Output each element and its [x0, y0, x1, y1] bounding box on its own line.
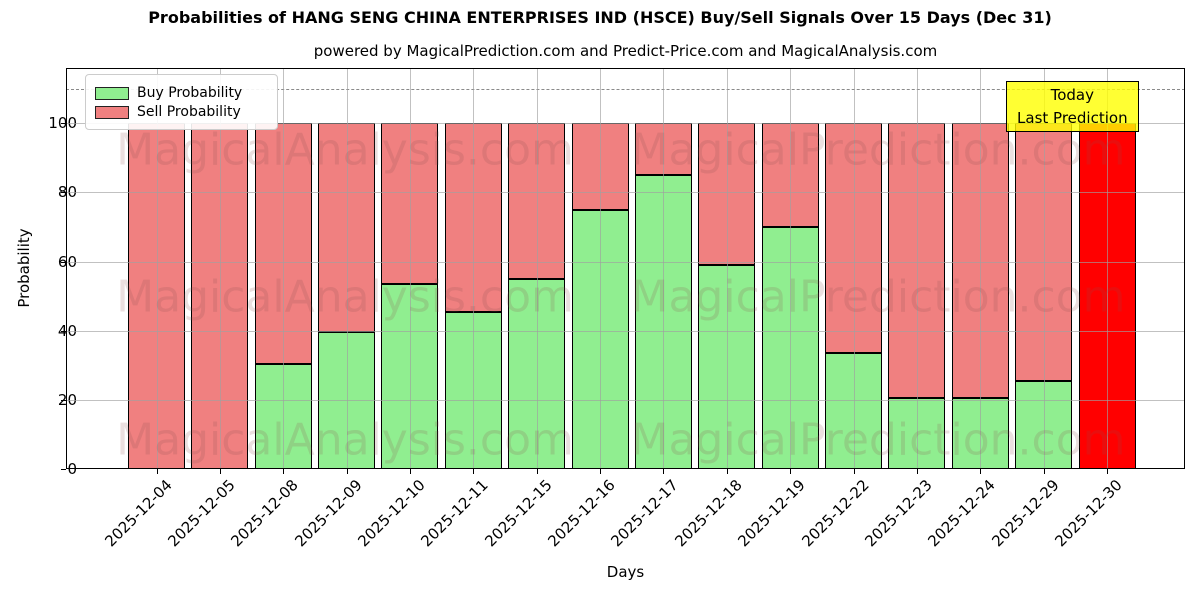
v-gridline	[283, 68, 285, 469]
x-tick-mark	[600, 469, 602, 474]
x-tick-label: 2025-12-09	[290, 476, 366, 551]
v-gridline	[663, 68, 665, 469]
x-tick-label: 2025-12-23	[861, 476, 936, 551]
v-gridline	[790, 68, 792, 469]
y-tick-mark	[61, 399, 66, 401]
v-gridline	[156, 68, 158, 469]
h-gridline	[66, 261, 1185, 263]
x-tick-mark	[1107, 469, 1109, 474]
x-tick-mark	[663, 469, 665, 474]
v-gridline	[346, 68, 348, 469]
legend-sell-label: Sell Probability	[137, 104, 241, 120]
legend-buy-label: Buy Probability	[137, 85, 243, 101]
v-gridline	[473, 68, 475, 469]
v-gridline	[600, 68, 602, 469]
v-gridline	[219, 68, 221, 469]
y-tick-mark	[61, 192, 66, 194]
v-gridline	[916, 68, 918, 469]
x-tick-label: 2025-12-16	[544, 476, 619, 551]
x-tick-label: 2025-12-19	[734, 476, 809, 551]
x-tick-mark	[1043, 469, 1045, 474]
x-axis-label: Days	[606, 563, 645, 581]
x-tick-mark	[536, 469, 538, 474]
v-gridline	[1107, 68, 1109, 469]
buy-color-swatch	[95, 86, 129, 100]
plot-area: MagicalAnalysis.comMagicalPrediction.com…	[66, 68, 1185, 469]
today-annotation-line2: Last Prediction	[1017, 108, 1128, 127]
h-gridline	[66, 399, 1185, 401]
x-tick-label: 2025-12-10	[354, 476, 429, 551]
x-tick-mark	[726, 469, 728, 474]
x-tick-label: 2025-12-05	[164, 476, 239, 551]
x-tick-label: 2025-12-11	[417, 476, 493, 551]
v-gridline	[409, 68, 411, 469]
x-tick-mark	[790, 469, 792, 474]
dashed-threshold-line	[66, 88, 1185, 90]
v-gridline	[853, 68, 855, 469]
x-tick-mark	[853, 469, 855, 474]
x-tick-mark	[346, 469, 348, 474]
chart-title: Probabilities of HANG SENG CHINA ENTERPR…	[148, 8, 1052, 27]
x-tick-mark	[219, 469, 221, 474]
y-tick-label: 0	[67, 460, 77, 478]
y-tick-mark	[61, 330, 66, 332]
x-tick-mark	[916, 469, 918, 474]
x-tick-mark	[283, 469, 285, 474]
y-tick-mark	[61, 261, 66, 263]
x-tick-label: 2025-12-29	[988, 476, 1063, 551]
v-gridline	[726, 68, 728, 469]
y-tick-mark	[61, 123, 66, 125]
y-tick-mark	[61, 469, 66, 470]
x-tick-label: 2025-12-18	[671, 476, 746, 551]
today-annotation-line1: Today	[1050, 86, 1094, 104]
sell-color-swatch	[95, 105, 129, 119]
today-annotation: Today Last Prediction	[1006, 81, 1139, 132]
legend-item-buy: Buy Probability	[95, 85, 267, 101]
v-gridline	[1043, 68, 1045, 469]
v-gridline	[980, 68, 982, 469]
x-tick-mark	[409, 469, 411, 474]
x-tick-label: 2025-12-22	[797, 476, 873, 551]
h-gridline	[66, 192, 1185, 194]
x-tick-label: 2025-12-24	[924, 476, 1000, 551]
h-gridline	[66, 123, 1185, 125]
v-gridline	[536, 68, 538, 469]
y-axis-label: Probability	[15, 228, 33, 308]
h-gridline	[66, 330, 1185, 332]
legend-item-sell: Sell Probability	[95, 104, 267, 120]
x-tick-mark	[473, 469, 475, 474]
x-tick-label: 2025-12-17	[607, 476, 683, 551]
x-tick-mark	[980, 469, 982, 474]
x-tick-label: 2025-12-30	[1051, 476, 1126, 551]
chart-subtitle: powered by MagicalPrediction.com and Pre…	[313, 42, 938, 60]
x-tick-label: 2025-12-15	[481, 476, 556, 551]
legend: Buy Probability Sell Probability	[85, 74, 278, 130]
x-tick-label: 2025-12-08	[227, 476, 302, 551]
x-tick-label: 2025-12-04	[100, 476, 176, 551]
x-tick-mark	[156, 469, 158, 474]
